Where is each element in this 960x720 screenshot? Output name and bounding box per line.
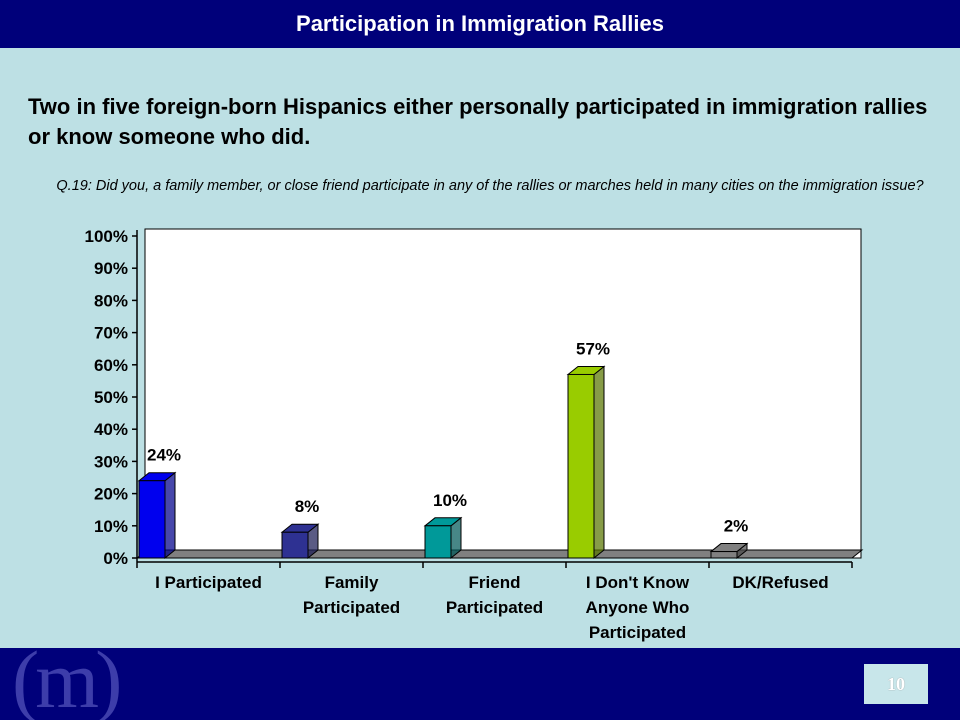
bar-front [424,525,452,559]
y-tick-label: 40% [94,420,128,439]
headline: Two in five foreign-born Hispanics eithe… [28,94,928,149]
bar-chart: 0% 10% 20% 30% 40% 50% 60% 70% 80% 90% 100% 24% 8% 1… [85,227,864,642]
y-tick-label: 30% [94,452,128,471]
y-tick-label: 100% [85,227,128,246]
page-number: 10 [864,664,928,704]
y-tick-label: 10% [94,517,128,536]
data-label: 10% [433,491,467,510]
x-tick-label: DK/Refused [732,573,828,592]
bar-side-shade [594,366,604,558]
bar-side-shade [737,543,747,558]
floor-top [135,549,864,559]
data-label: 24% [147,446,181,465]
bar-front [567,373,595,559]
bar-front [138,480,166,559]
bar-2: 10% [423,491,467,560]
x-tick-label: I Don't Know Anyone Who Participated [586,573,690,642]
data-label: 57% [576,339,610,358]
y-axis: 0% 10% 20% 30% 40% 50% 60% 70% 80% 90% 100% [85,227,138,568]
y-tick-label: 50% [94,388,128,407]
x-axis: I Participated Family Participated Friend Pa… [136,561,853,642]
bar-front [281,531,309,559]
bar-1: 8% [280,497,320,560]
bar-3: 57% [566,339,610,560]
y-tick-label: 60% [94,356,128,375]
y-tick-label: 80% [94,291,128,310]
bar-side-shade [451,517,461,558]
y-tick-label: 20% [94,485,128,504]
bar-front [710,551,738,559]
x-tick-label: Family Participated [303,573,400,617]
bar-4: 2% [709,517,749,560]
y-tick-label: 0% [103,549,128,568]
x-tick-label: I Participated [155,573,262,592]
bar-side-shade [308,524,318,558]
y-tick-label: 90% [94,259,128,278]
data-label: 8% [295,497,320,516]
slide-title: Participation in Immigration Rallies [0,0,960,48]
logo: (m) [12,640,122,720]
plot-area [144,228,862,559]
data-label: 2% [724,517,749,536]
chart-floor [135,549,864,559]
footer-bar [0,648,960,720]
bar-side-shade [165,472,175,558]
y-tick-label: 70% [94,324,128,343]
bar-0: 24% [137,446,181,560]
bars: 24% 8% 10% 57% 2% [137,339,749,560]
survey-question: Q.19: Did you, a family member, or close… [56,178,924,194]
x-tick-label: Friend Participated [446,573,543,617]
